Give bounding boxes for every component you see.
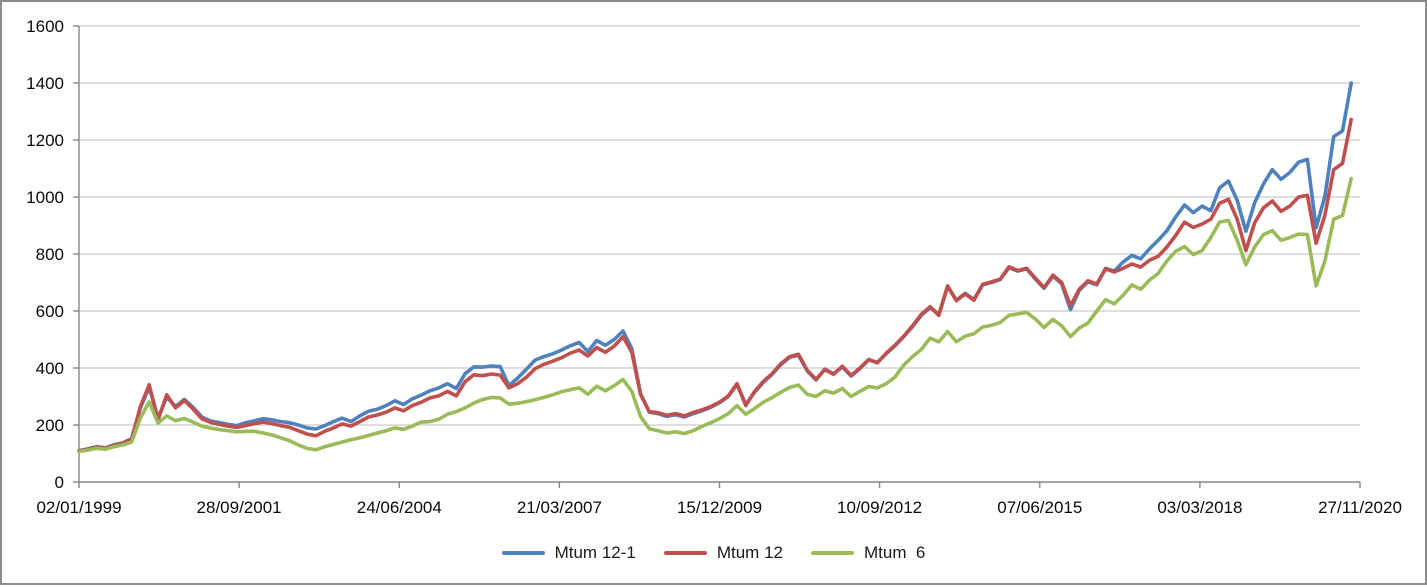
- y-axis-label: 0: [55, 473, 64, 492]
- x-axis-label: 10/09/2012: [837, 498, 922, 517]
- legend: Mtum 12-1 Mtum 12 Mtum 6: [2, 540, 1425, 566]
- legend-label: Mtum 12-1: [554, 543, 636, 562]
- y-axis-label: 1200: [26, 131, 64, 150]
- legend-item-mtum-6: Mtum 6: [810, 543, 926, 563]
- y-axis-label: 400: [36, 359, 64, 378]
- legend-item-mtum-12-1: Mtum 12-1: [501, 543, 636, 563]
- series-line-mtum-12-1: [77, 81, 1353, 453]
- legend-item-mtum-12: Mtum 12: [663, 543, 783, 563]
- x-axis-label: 07/06/2015: [997, 498, 1082, 517]
- x-axis-label: 28/09/2001: [197, 498, 282, 517]
- x-axis-label: 02/01/1999: [36, 498, 121, 517]
- x-axis-label: 03/03/2018: [1157, 498, 1242, 517]
- y-axis-label: 200: [36, 416, 64, 435]
- series-line-mtum-6: [77, 176, 1353, 454]
- x-axis-label: 21/03/2007: [517, 498, 602, 517]
- legend-label: Mtum 12: [716, 543, 783, 562]
- legend-line-swatch-mtum-6: [810, 550, 854, 556]
- y-axis-label: 1600: [26, 17, 64, 36]
- y-axis-label: 1400: [26, 74, 64, 93]
- legend-line-swatch-mtum-12: [663, 550, 707, 556]
- y-axis-label: 800: [36, 245, 64, 264]
- y-axis-label: 1000: [26, 188, 64, 207]
- legend-label: Mtum 6: [863, 543, 926, 562]
- x-axis-label: 27/11/2020: [1318, 498, 1402, 517]
- x-axis-label: 15/12/2009: [677, 498, 762, 517]
- x-axis-label: 24/06/2004: [357, 498, 442, 517]
- legend-line-swatch-mtum-12-1: [501, 550, 545, 556]
- y-axis-label: 600: [36, 302, 64, 321]
- series-line-mtum-12: [77, 117, 1353, 453]
